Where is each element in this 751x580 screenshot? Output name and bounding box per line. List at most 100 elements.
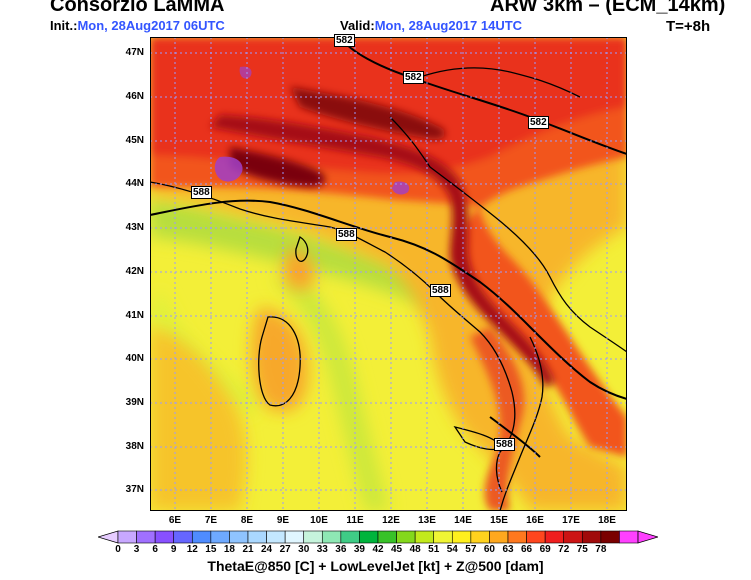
map-svg	[150, 37, 627, 511]
contour-label: 582	[403, 71, 424, 84]
lon-label: 12E	[382, 515, 400, 526]
colorbar-swatch	[526, 530, 546, 544]
colorbar-tick-label: 51	[428, 544, 440, 555]
colorbar-tick-label: 6	[152, 544, 158, 555]
colorbar-swatch	[284, 530, 305, 544]
lon-label: 6E	[168, 515, 182, 526]
colorbar-swatch	[173, 530, 193, 544]
lon-label: 18E	[598, 515, 616, 526]
colorbar-swatch	[303, 530, 323, 544]
lon-label: 13E	[418, 515, 436, 526]
lat-label: 46N	[125, 91, 144, 102]
org-title: Consorzio LaMMA	[50, 0, 225, 16]
colorbar-swatch	[247, 530, 267, 544]
colorbar-tick-label: 75	[576, 544, 588, 555]
colorbar-caption: ThetaE@850 [C] + LowLevelJet [kt] + Z@50…	[207, 558, 544, 574]
contour-label: 588	[336, 228, 357, 241]
forecast-step: T=+8h	[666, 18, 711, 35]
lat-label: 39N	[125, 397, 144, 408]
lon-label: 9E	[276, 515, 290, 526]
colorbar-tick-label: 9	[170, 544, 177, 555]
lon-label: 15E	[490, 515, 508, 526]
colorbar-tick-label: 0	[115, 544, 121, 555]
lon-label: 14E	[454, 515, 472, 526]
colorbar-swatch	[433, 530, 453, 544]
lon-label: 16E	[526, 515, 544, 526]
colorbar-tick-label: 69	[539, 544, 551, 555]
valid-value: Mon, 28Aug2017 14UTC	[374, 18, 523, 33]
colorbar-tick-label: 57	[465, 544, 477, 555]
lon-label: 10E	[310, 515, 328, 526]
lon-label: 7E	[204, 515, 218, 526]
field-purple	[214, 66, 410, 195]
colorbar-swatch	[619, 530, 639, 544]
contour-label: 588	[430, 284, 451, 297]
colorbar-swatch	[321, 530, 342, 544]
lat-label: 37N	[125, 484, 144, 495]
colorbar-swatch	[117, 530, 137, 544]
colorbar-max-arrow	[637, 530, 658, 544]
model-title: ARW 3km – (ECM_14km)	[490, 0, 726, 16]
colorbar-tick-label: 66	[521, 544, 533, 555]
lon-label: 17E	[562, 515, 580, 526]
colorbar-swatch	[414, 530, 435, 544]
colorbar-tick-label: 12	[186, 544, 198, 555]
lat-label: 40N	[125, 353, 144, 364]
latlon-grid	[150, 37, 627, 511]
colorbar-swatch	[154, 530, 175, 544]
map-panel[interactable]	[150, 37, 627, 511]
lat-label: 45N	[125, 135, 144, 146]
colorbar-swatch	[191, 530, 212, 544]
lat-label: 44N	[125, 178, 144, 189]
colorbar-swatch	[210, 530, 230, 544]
init-label: Init.:	[50, 18, 78, 33]
colorbar-tick-label: 42	[372, 544, 384, 555]
colorbar-tick-label: 78	[595, 544, 607, 555]
lat-label: 38N	[125, 441, 144, 452]
valid-time: Valid:Mon, 28Aug2017 14UTC	[340, 18, 522, 33]
init-value: Mon, 28Aug2017 06UTC	[77, 18, 225, 33]
colorbar-tick-label: 36	[335, 544, 347, 555]
colorbar-swatch	[359, 530, 379, 544]
colorbar-swatch	[507, 530, 527, 544]
lat-label: 43N	[125, 222, 144, 233]
colorbar-tick-label: 27	[279, 544, 291, 555]
field-dark-red	[210, 87, 555, 387]
init-time: Init.:Mon, 28Aug2017 06UTC	[50, 18, 225, 33]
colorbar-swatch	[563, 530, 583, 544]
colorbar-swatch	[600, 530, 620, 544]
valid-label: Valid:	[340, 18, 375, 33]
colorbar-tick-label: 48	[409, 544, 421, 555]
colorbar-tick-label: 33	[316, 544, 328, 555]
colorbar	[98, 530, 658, 544]
contour-label: 588	[494, 438, 515, 451]
lon-label: 11E	[346, 515, 364, 526]
colorbar-tick-label: 15	[205, 544, 217, 555]
lat-label: 42N	[125, 266, 144, 277]
colorbar-swatch	[396, 530, 416, 544]
colorbar-swatch	[470, 530, 490, 544]
colorbar-min-arrow	[98, 530, 119, 544]
z500-contours	[150, 37, 627, 458]
field-cool-band	[150, 197, 480, 511]
colorbar-tick-label: 72	[558, 544, 570, 555]
lat-label: 47N	[125, 47, 144, 58]
contour-label: 588	[191, 186, 212, 199]
colorbar-tick-label: 60	[483, 544, 495, 555]
colorbar-tick-label: 45	[391, 544, 403, 555]
contour-label: 582	[334, 34, 355, 47]
map-frame	[150, 37, 627, 511]
colorbar-swatch	[451, 530, 472, 544]
lat-label: 41N	[125, 310, 144, 321]
colorbar-tick-label: 54	[446, 544, 458, 555]
colorbar-swatch	[136, 530, 156, 544]
colorbar-swatch	[377, 530, 397, 544]
colorbar-tick-label: 30	[298, 544, 310, 555]
colorbar-tick-label: 21	[242, 544, 254, 555]
colorbar-tick-label: 24	[261, 544, 273, 555]
colorbar-tick-label: 18	[223, 544, 235, 555]
colorbar-swatch	[266, 530, 286, 544]
colorbar-tick-label: 63	[502, 544, 514, 555]
colorbar-tick-label: 3	[133, 544, 140, 555]
colorbar-tick-label: 39	[353, 544, 365, 555]
